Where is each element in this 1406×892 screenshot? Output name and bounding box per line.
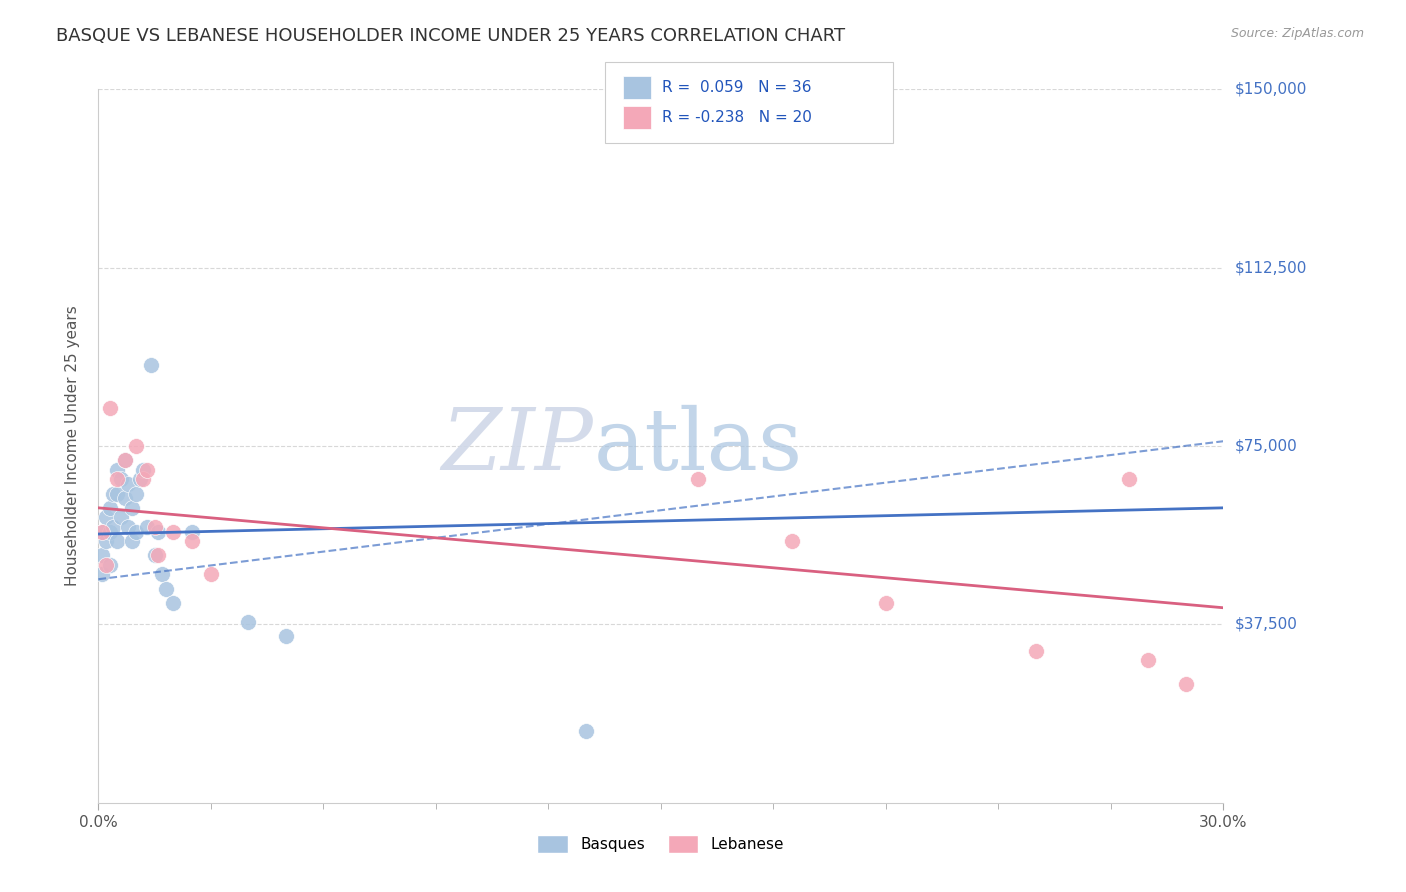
Point xyxy=(132,472,155,486)
Point xyxy=(94,510,117,524)
Point xyxy=(688,472,710,486)
Point xyxy=(875,596,897,610)
Point xyxy=(162,596,184,610)
Point xyxy=(143,520,166,534)
Text: ZIP: ZIP xyxy=(441,405,593,487)
Point xyxy=(148,524,170,539)
Point xyxy=(98,401,121,415)
Point xyxy=(155,582,177,596)
Point xyxy=(1025,643,1047,657)
Point xyxy=(150,567,173,582)
Point xyxy=(139,358,162,372)
Point xyxy=(105,486,128,500)
Text: $37,500: $37,500 xyxy=(1234,617,1298,632)
Point xyxy=(91,524,114,539)
Point xyxy=(117,520,139,534)
Point xyxy=(274,629,297,643)
Point xyxy=(575,724,598,739)
Point xyxy=(121,500,143,515)
Text: R =  0.059   N = 36: R = 0.059 N = 36 xyxy=(662,80,811,95)
Point xyxy=(125,524,148,539)
Point xyxy=(94,534,117,549)
Point xyxy=(181,524,204,539)
Text: BASQUE VS LEBANESE HOUSEHOLDER INCOME UNDER 25 YEARS CORRELATION CHART: BASQUE VS LEBANESE HOUSEHOLDER INCOME UN… xyxy=(56,27,845,45)
Point xyxy=(143,549,166,563)
Point xyxy=(105,534,128,549)
Point xyxy=(91,549,114,563)
Text: $75,000: $75,000 xyxy=(1234,439,1298,453)
Point xyxy=(110,472,132,486)
Point xyxy=(1137,653,1160,667)
Point xyxy=(105,463,128,477)
Point xyxy=(121,534,143,549)
Text: $150,000: $150,000 xyxy=(1234,82,1306,96)
Point xyxy=(98,558,121,572)
Text: atlas: atlas xyxy=(593,404,803,488)
Point xyxy=(181,534,204,549)
Point xyxy=(114,453,136,467)
Point xyxy=(162,524,184,539)
Point xyxy=(132,463,155,477)
Point xyxy=(91,567,114,582)
Point xyxy=(114,453,136,467)
Point xyxy=(136,520,159,534)
Point xyxy=(148,549,170,563)
Point xyxy=(98,500,121,515)
Point xyxy=(125,486,148,500)
Point xyxy=(103,520,125,534)
Legend: Basques, Lebanese: Basques, Lebanese xyxy=(531,829,790,859)
Point xyxy=(114,491,136,506)
Point xyxy=(103,486,125,500)
Point xyxy=(105,472,128,486)
Point xyxy=(91,524,114,539)
Point xyxy=(128,472,150,486)
Point xyxy=(238,615,260,629)
Point xyxy=(94,558,117,572)
Point xyxy=(98,524,121,539)
Point xyxy=(110,510,132,524)
Text: Source: ZipAtlas.com: Source: ZipAtlas.com xyxy=(1230,27,1364,40)
Y-axis label: Householder Income Under 25 years: Householder Income Under 25 years xyxy=(65,306,80,586)
Point xyxy=(1118,472,1140,486)
Point xyxy=(136,463,159,477)
Point xyxy=(125,439,148,453)
Point xyxy=(200,567,222,582)
Point xyxy=(1174,677,1197,691)
Text: $112,500: $112,500 xyxy=(1234,260,1306,275)
Text: R = -0.238   N = 20: R = -0.238 N = 20 xyxy=(662,111,813,125)
Point xyxy=(780,534,803,549)
Point xyxy=(117,477,139,491)
